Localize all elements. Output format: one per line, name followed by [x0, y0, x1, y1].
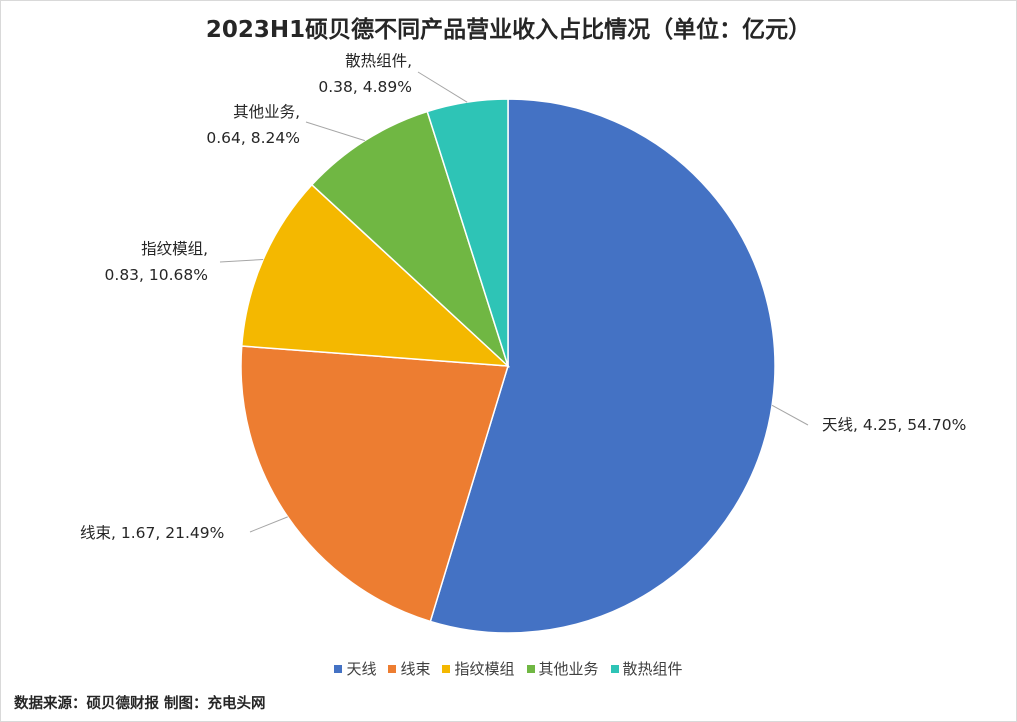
legend-label-1: 线束 [400, 660, 431, 678]
pie-slice-2 [240, 183, 511, 367]
legend-item-3: 其他业务 [526, 658, 599, 679]
pie-slice-3 [310, 110, 510, 369]
legend-swatch-2 [442, 664, 451, 673]
legend-swatch-0 [334, 664, 343, 673]
chart-title: 2023H1硕贝德不同产品营业收入占比情况（单位：亿元） [205, 17, 812, 43]
legend-label-4: 散热组件 [622, 660, 683, 678]
legend-item-4: 散热组件 [610, 658, 683, 679]
legend-swatch-4 [610, 664, 619, 673]
leader-line-1 [249, 516, 288, 533]
legend-label-0: 天线 [346, 660, 377, 678]
data-label-2: 指纹模组, 0.83, 10.68% [105, 240, 208, 284]
data-label-1: 线束, 1.67, 21.49% [80, 524, 224, 542]
legend-label-2: 指纹模组 [454, 660, 515, 678]
leader-line-2 [219, 258, 264, 263]
pie-slice-1 [240, 345, 509, 623]
legend-item-0: 天线 [334, 658, 376, 679]
legend-item-1: 线束 [388, 658, 430, 679]
chart-legend: 天线 线束 指纹模组 其他业务 散热组件 [0, 658, 1017, 679]
data-label-4: 散热组件, 0.38, 4.89% [318, 52, 412, 96]
leader-line-4 [417, 71, 468, 103]
data-label-3: 其他业务, 0.64, 8.24% [206, 103, 300, 147]
legend-item-2: 指纹模组 [442, 658, 515, 679]
leader-line-3 [305, 121, 365, 142]
leader-line-0 [771, 404, 809, 426]
pie-slice-4 [426, 98, 509, 367]
legend-swatch-3 [526, 664, 535, 673]
legend-swatch-1 [388, 664, 397, 673]
data-label-0: 天线, 4.25, 54.70% [822, 416, 966, 434]
source-note: 数据来源：硕贝德财报 制图：充电头网 [14, 696, 266, 712]
legend-label-3: 其他业务 [538, 660, 599, 678]
